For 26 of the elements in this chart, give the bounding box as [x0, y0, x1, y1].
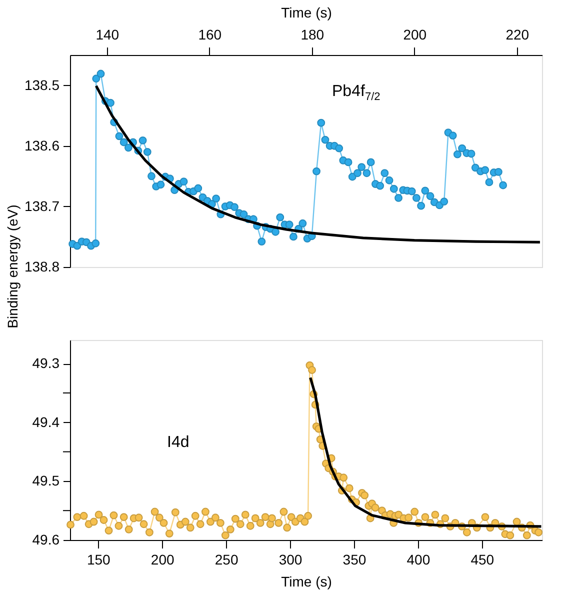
x-axis-title: Time (s)	[281, 4, 332, 20]
text: I4d	[167, 434, 190, 451]
x-axis-title: Time (s)	[281, 574, 332, 590]
y-tick-label: 138.6	[24, 137, 60, 154]
x-tick-label: 300	[278, 552, 302, 568]
x-tick-label: 220	[506, 26, 530, 42]
x-tick-label: 140	[96, 26, 120, 42]
x-tick-label: 200	[150, 552, 174, 568]
x-tick-label: 180	[300, 26, 324, 42]
y-tick-label: 49.5	[32, 472, 60, 489]
line-series	[309, 376, 543, 528]
y-tick-label: 49.6	[32, 532, 60, 548]
x-tick-label: 160	[198, 26, 222, 42]
y-tick-label: 138.5	[24, 76, 60, 93]
x-tick-label: 250	[214, 552, 238, 568]
x-tick-label: 150	[86, 552, 111, 568]
y-tick-label: 49.3	[32, 355, 60, 372]
y-tick-label: 49.4	[32, 414, 60, 430]
y-axis-title: Binding energy (eV)	[4, 204, 20, 328]
x-tick-label: 350	[342, 552, 366, 568]
x-tick-label: 400	[406, 552, 430, 568]
y-tick-label: 138.7	[24, 198, 60, 214]
x-tick-label: 200	[403, 26, 427, 42]
line-series	[94, 84, 542, 244]
y-tick-label: 138.8	[24, 258, 60, 274]
x-tick-label: 450	[470, 552, 494, 568]
